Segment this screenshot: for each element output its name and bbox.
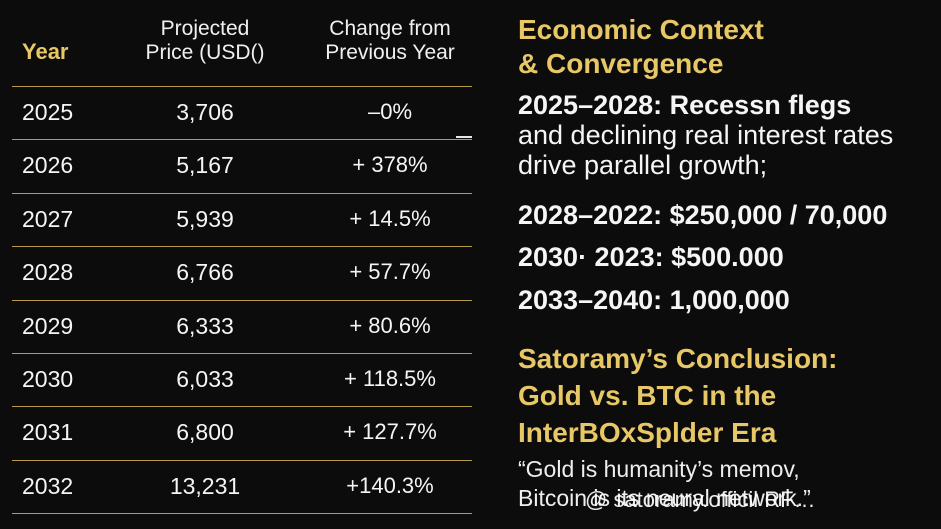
price-cell: 5,167	[176, 152, 234, 179]
header-price: Projected Price (USD()	[145, 17, 265, 64]
header-change: Change from Previous Year	[325, 17, 455, 64]
table-row: 2030 6,033 + 118.5%	[12, 352, 472, 406]
change-cell: + 127.7%	[343, 419, 437, 445]
projection-table: Year Projected Price (USD() Change from …	[12, 0, 472, 515]
price-cell: 6,800	[176, 419, 234, 446]
year-cell: 2027	[22, 205, 74, 232]
divider-dash	[456, 136, 472, 138]
year-cell: 2028	[22, 259, 74, 286]
table-header: Year Projected Price (USD() Change from …	[12, 0, 472, 86]
change-cell: + 378%	[352, 152, 428, 178]
table-row: 2029 6,333 + 80.6%	[12, 299, 472, 353]
change-cell: + 80.6%	[349, 312, 431, 338]
table-body: 2025 3,706 –0% 2026 5,167 + 378% 2027 5,939 + 14…	[12, 86, 472, 515]
price-cell: 5,939	[176, 205, 234, 232]
change-cell: –0%	[367, 99, 413, 124]
table-row: 2031 6,800 + 127.7%	[12, 406, 472, 459]
year-cell: 2030	[22, 365, 74, 392]
year-cell: 2029	[22, 312, 74, 339]
change-cell: + 14.5%	[349, 205, 431, 231]
conclusion-heading: Satoramy’s Conclusion: Gold vs. BTC in t…	[518, 343, 838, 448]
price-cell: 6,033	[176, 365, 234, 392]
year-cell: 2026	[22, 152, 74, 179]
economic-context-heading: Economic Context & Convergence	[518, 14, 764, 79]
table-row: 2032 13,231 +140.3%	[12, 459, 472, 515]
change-cell: + 57.7%	[349, 259, 431, 285]
change-cell: +140.3%	[346, 472, 434, 498]
change-cell: + 118.5%	[344, 365, 436, 391]
price-cell: 3,706	[176, 99, 234, 125]
table-row: 2028 6,766 + 57.7%	[12, 246, 472, 299]
projection-line-2: 2030· 2023: $500.000	[518, 242, 784, 272]
price-cell: 6,333	[176, 312, 234, 339]
year-cell: 2032	[22, 472, 74, 499]
table-row: 2025 3,706 –0%	[12, 86, 472, 139]
table-row: 2027 5,939 + 14.5%	[12, 192, 472, 246]
projection-line-3: 2033–2040: 1,000,000	[518, 285, 790, 315]
year-cell: 2025	[22, 99, 74, 125]
projection-line-1: 2028–2022: $250,000 / 70,000	[518, 200, 888, 230]
watermark-text: @ satoramy.officil RF…	[585, 487, 816, 512]
price-cell: 13,231	[169, 472, 241, 499]
table-row: 2026 5,167 + 378%	[12, 139, 472, 192]
header-year: Year	[22, 39, 69, 64]
price-cell: 6,766	[176, 259, 234, 286]
conclusion-quote: “Gold is humanity’s memov, Bitcoin is it…	[518, 456, 811, 511]
year-cell: 2031	[22, 419, 74, 446]
growth-paragraph: 2025–2028: Recessn flegs and declining r…	[518, 90, 894, 180]
